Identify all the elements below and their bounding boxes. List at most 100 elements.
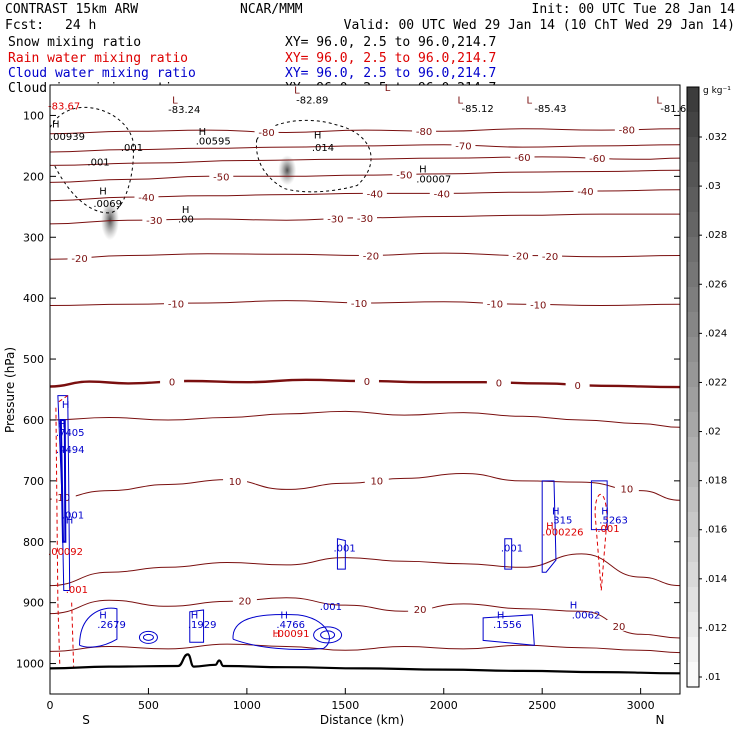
colorbar-unit: g kg⁻¹ [703,86,731,96]
contour-label-bg [142,213,167,225]
snow-value-label: -83.67 [48,101,80,112]
temperature-contour-label: 0 [574,381,580,392]
high-marker: H [99,610,107,621]
low-marker: L [294,86,300,97]
field-name-snow: Snow mixing ratio [8,35,141,50]
contour-label-bg [508,249,533,261]
colorbar-swatch [687,612,699,638]
snow-shade-blob [278,155,297,186]
temperature-contour-label: -80 [416,127,432,138]
contour-label-bg [232,594,257,606]
contour-label-bg [209,170,234,182]
high-marker: H [52,120,60,131]
colorbar-swatch [687,312,699,338]
snow-value-label: .001 [121,143,143,154]
y-tick-label: 800 [23,536,44,549]
high-marker: H [58,419,66,430]
colorbar-tick-label: .024 [705,328,727,339]
init-time: Init: 00 UTC Tue 28 Jan 14 [532,2,736,17]
contour-label-bg [392,168,417,180]
low-marker: L [526,95,532,106]
temperature-contour-label: 0 [364,377,370,388]
contour-label-bg [429,187,454,199]
cloud-water-contour [541,480,557,573]
y-tick-label: 1000 [16,658,44,671]
x-tick-label: 3000 [627,699,655,712]
x-tick-label: 500 [138,699,159,712]
colorbar-tick-label: .012 [705,623,727,634]
cloud-water-value-label: .0062 [572,610,601,621]
high-marker: H [199,127,207,138]
high-marker: H [497,610,505,621]
contour-label-bg [254,125,279,137]
colorbar-swatch [687,337,699,363]
temperature-contour [49,643,681,654]
high-marker: H [99,187,107,198]
endpoint-left-label: S [82,713,90,727]
colorbar-swatch [687,162,699,188]
temperature-contour-label: -20 [542,252,558,263]
temperature-contour [49,144,681,153]
contour-label-bg [538,249,563,261]
colorbar-swatch [687,637,699,663]
cloud-water-contour [482,614,535,646]
rain-value-label: .001 [597,524,619,535]
cloud-water-contour [320,630,336,640]
contour-label-bg [160,375,185,387]
contour-label-bg [614,482,639,494]
field-xy-cloud-water: XY= 96.0, 2.5 to 96.0,214.7 [285,66,496,81]
contour-label-bg [323,212,348,224]
snow-value-label: .00595 [196,137,231,148]
high-marker: H [62,400,70,411]
y-tick-label: 100 [23,109,44,122]
temperature-contour [49,128,681,135]
temperature-contour-label: 20 [613,622,626,633]
cloud-water-contour [336,538,346,570]
contour-label-bg [486,376,511,388]
snow-value-label: .0069 [93,199,122,210]
colorbar-swatch [687,212,699,238]
temperature-contour-label: 20 [414,605,427,616]
fcst-value: 24 h [65,18,96,33]
contour-label-bg [353,211,377,223]
snow-value-label: -85.12 [461,104,493,115]
temperature-contour-label: -50 [213,172,229,183]
colorbar-swatch [687,387,699,413]
colorbar-swatch [687,562,699,588]
x-tick-label: 2500 [528,699,556,712]
low-marker: L [656,95,662,106]
cloud-water-value-label: .5263 [599,515,628,526]
field-name-rain: Rain water mixing ratio [8,51,188,66]
temperature-contour-label: -20 [71,254,87,265]
high-marker: H [191,610,199,621]
colorbar-swatch [687,87,699,113]
cloud-ice-contour [255,119,372,193]
cloud-water-value-label: .001 [334,543,356,554]
snow-value-label: .00939 [50,132,85,143]
x-axis-label: Distance (km) [320,713,404,727]
temperature-contour-label: -60 [589,154,605,165]
low-marker: L [172,95,178,106]
temperature-contour-label: 10 [229,477,242,488]
temperature-contour-label: -10 [487,299,503,310]
field-name-cloud-water: Cloud water mixing ratio [8,66,196,81]
cloud-water-contour [79,607,118,648]
snow-value-label: -85.43 [534,104,566,115]
snow-value-label: -82.89 [296,95,328,106]
colorbar-tick-label: .03 [705,181,721,192]
colorbar-tick-label: .032 [705,132,727,143]
y-tick-label: 400 [23,292,44,305]
model-title: CONTRAST 15km ARW [5,2,138,17]
temperature-contour-label: -10 [168,300,184,311]
colorbar-tick-label: .028 [705,230,727,241]
contour-label-bg [354,375,379,387]
contour-label-bg [482,297,507,309]
cloud-water-contour [59,418,67,543]
snow-value-label: .00 [178,215,194,226]
high-marker: H [314,131,322,142]
valid-time: Valid: 00 UTC Wed 29 Jan 14 (10 ChT Wed … [344,18,735,33]
low-marker: L [385,83,391,94]
terrain-line [49,653,681,675]
cloud-water-value-label: .4494 [56,445,85,456]
cloud-water-contour [232,614,330,650]
